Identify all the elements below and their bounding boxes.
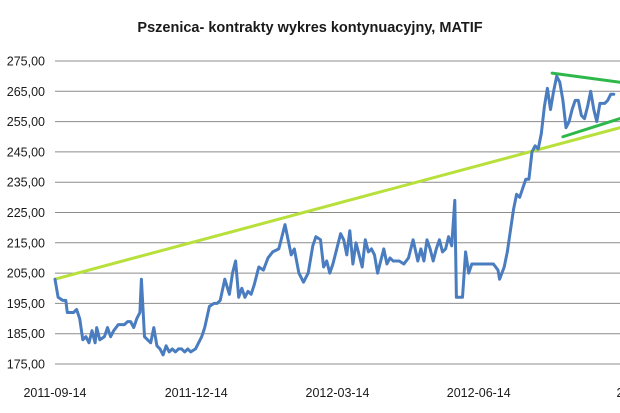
y-tick-labels: 175,00 185,00 195,00 205,00 215,00 225,00 235,… [7, 55, 45, 372]
y-tick-label: 195,00 [7, 297, 45, 311]
y-tick-label: 185,00 [7, 327, 45, 341]
triangle-line [561, 117, 620, 139]
x-tick-label: 2 [617, 386, 620, 400]
y-tick-label: 245,00 [7, 145, 45, 159]
trendline-layer [53, 71, 620, 281]
chart-title: Pszenica- kontrakty wykres kontynuacyjny… [137, 20, 482, 36]
x-tick-labels: 2011-09-14 2011-12-14 2012-03-14 2012-06-14… [23, 386, 620, 400]
y-tick-label: 235,00 [7, 176, 45, 190]
x-tick-label: 2011-12-14 [165, 386, 228, 400]
y-tick-label: 255,00 [7, 115, 45, 129]
y-tick-label: 265,00 [7, 85, 45, 99]
y-tick-label: 175,00 [7, 358, 45, 372]
x-tick-label: 2012-03-14 [306, 386, 370, 400]
x-tick-label: 2012-06-14 [447, 386, 511, 400]
triangle-line [550, 71, 620, 84]
y-tick-label: 215,00 [7, 236, 45, 250]
price-series-line [53, 74, 616, 357]
series-layer [53, 74, 616, 357]
y-tick-label: 205,00 [7, 267, 45, 281]
grid-layer [55, 60, 620, 365]
y-tick-label: 225,00 [7, 206, 45, 220]
y-tick-label: 275,00 [7, 55, 45, 69]
x-tick-label: 2011-09-14 [23, 386, 86, 400]
trendline [53, 126, 620, 281]
